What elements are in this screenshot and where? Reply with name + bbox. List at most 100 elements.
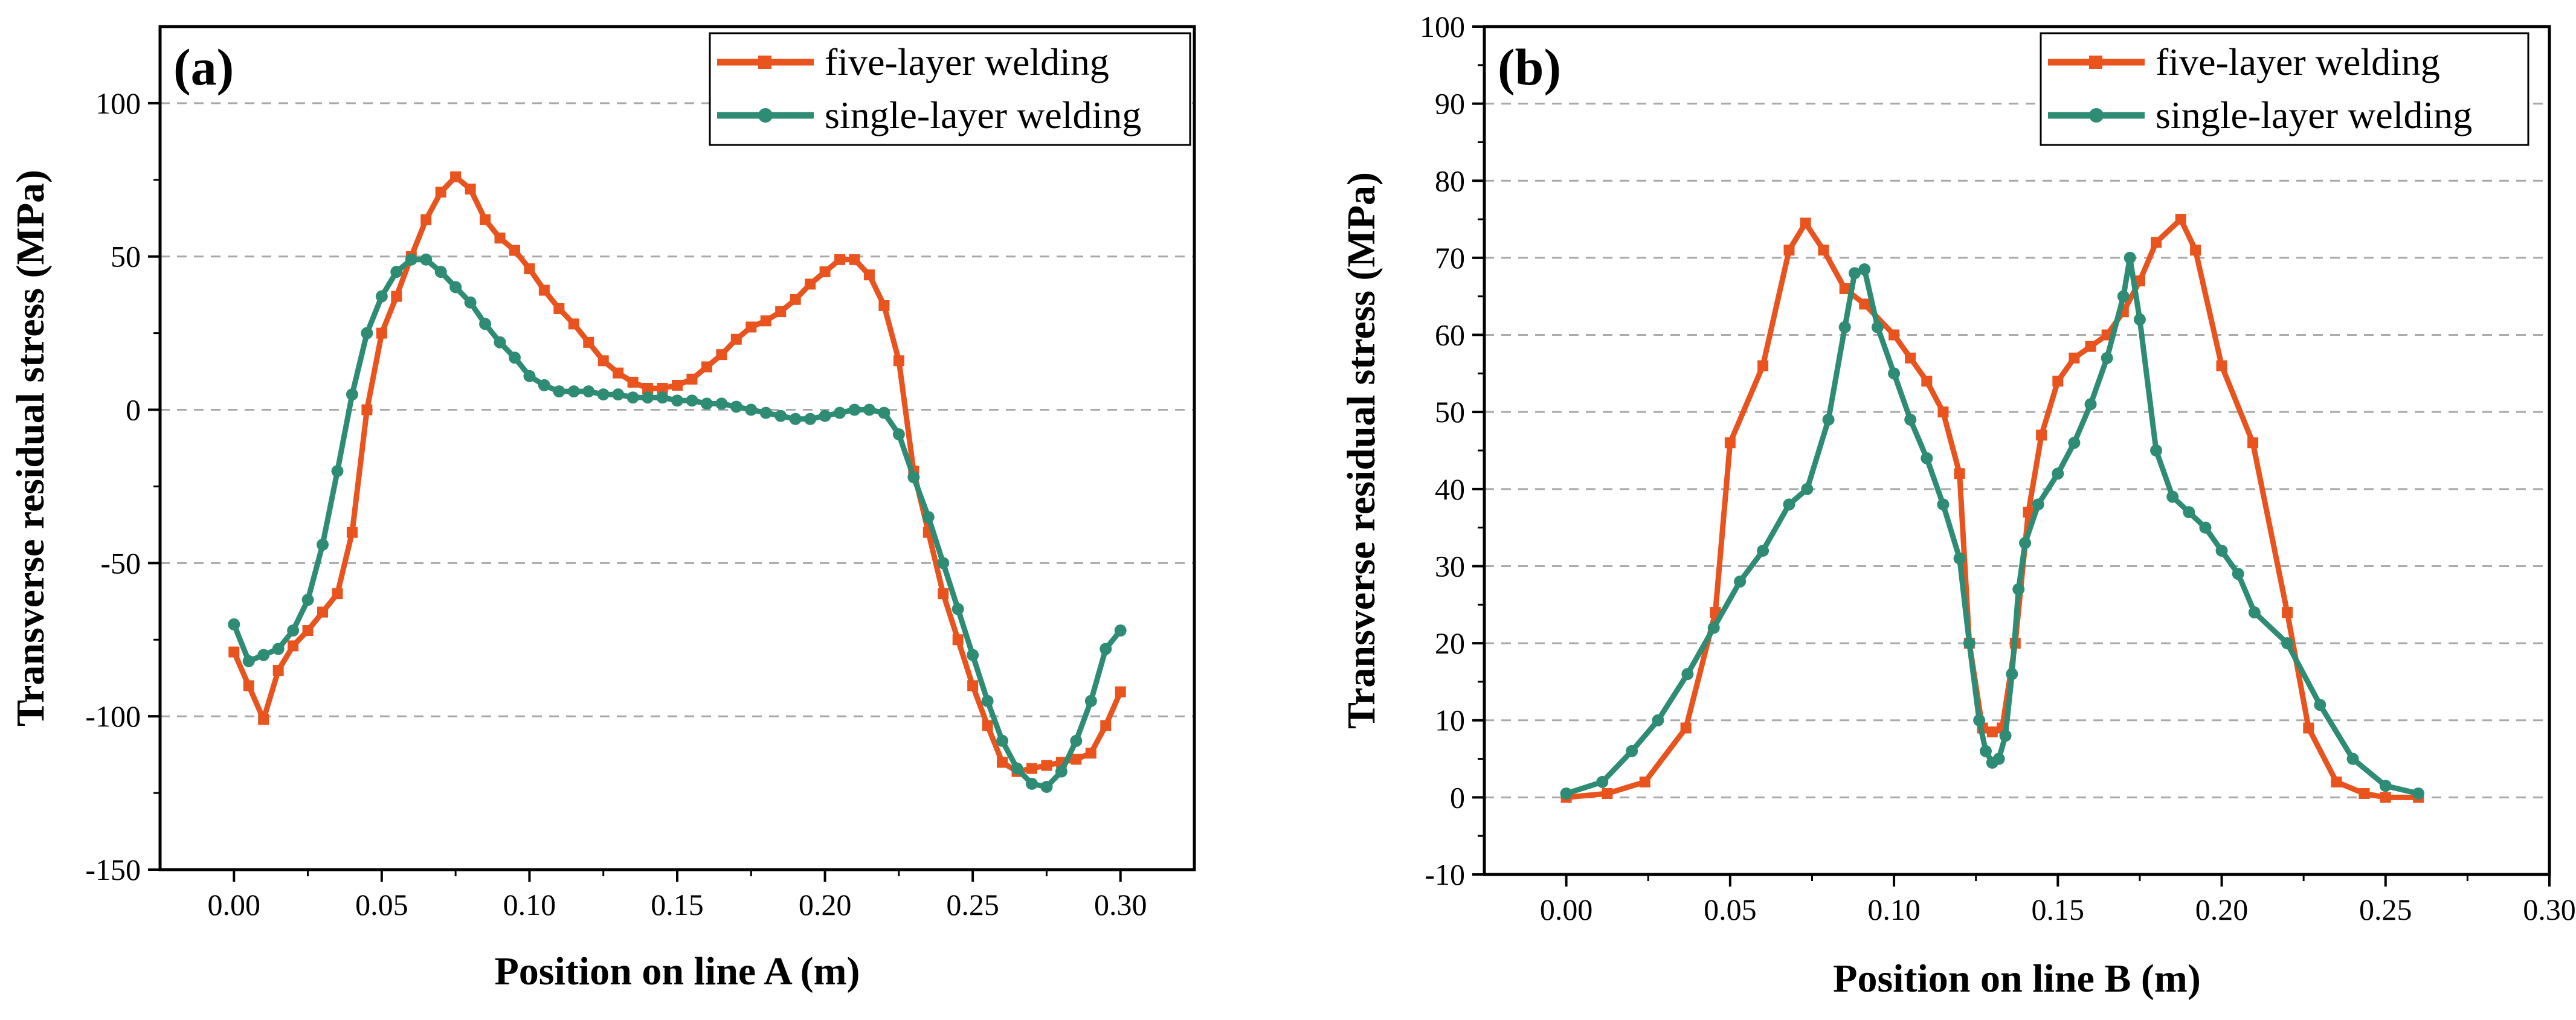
data-point-five-layer — [2069, 352, 2080, 364]
data-point-single-layer — [952, 603, 964, 615]
data-point-single-layer — [375, 290, 388, 303]
data-point-single-layer — [434, 266, 447, 278]
data-point-single-layer — [848, 403, 861, 416]
data-point-single-layer — [1992, 752, 2005, 765]
data-point-five-layer — [272, 665, 284, 676]
data-point-five-layer — [613, 367, 624, 379]
data-point-single-layer — [1858, 263, 1871, 276]
x-tick-label: 0.20 — [2195, 893, 2249, 926]
data-point-five-layer — [568, 318, 579, 330]
data-point-single-layer — [390, 266, 403, 278]
data-point-five-layer — [775, 306, 787, 318]
data-point-single-layer — [878, 406, 890, 419]
data-point-single-layer — [2052, 467, 2064, 480]
x-tick-label: 0.25 — [946, 888, 999, 922]
data-point-five-layer — [2175, 214, 2186, 225]
data-point-five-layer — [494, 233, 506, 244]
data-point-five-layer — [863, 269, 875, 281]
data-point-five-layer — [361, 404, 373, 415]
data-point-single-layer — [257, 649, 270, 661]
y-axis-title: Transverse residual stress (MPa) — [1339, 172, 1383, 729]
data-point-single-layer — [759, 406, 772, 419]
data-point-single-layer — [1114, 624, 1127, 637]
chart-panel-b: -10 0 10 20 30 40 50 60 70 80 90 100 0.00 0.05 0.10 0.1… — [1339, 10, 2576, 1001]
data-point-single-layer — [1904, 413, 1917, 426]
data-point-single-layer — [981, 694, 994, 707]
data-point-single-layer — [2068, 437, 2081, 449]
y-tick-label: 100 — [95, 86, 141, 120]
data-point-single-layer — [2166, 490, 2179, 503]
legend-label-single-layer: single-layer welding — [2156, 94, 2472, 136]
data-point-five-layer — [1724, 437, 1736, 449]
data-point-single-layer — [715, 397, 728, 410]
x-tick-label: 0.10 — [1867, 893, 1921, 926]
plot-frame — [1483, 25, 2551, 876]
y-tick-label: 70 — [1435, 241, 1465, 275]
data-point-five-layer — [288, 640, 299, 652]
data-point-five-layer — [2303, 722, 2314, 734]
y-tick-label: 60 — [1435, 318, 1465, 352]
data-point-single-layer — [642, 391, 654, 404]
data-point-single-layer — [2133, 313, 2146, 326]
data-point-single-layer — [1871, 321, 1884, 333]
x-tick-label: 0.30 — [2523, 893, 2576, 926]
data-point-single-layer — [2032, 498, 2044, 511]
data-point-five-layer — [805, 278, 816, 290]
data-point-single-layer — [1070, 734, 1083, 747]
data-point-single-layer — [1626, 745, 1638, 757]
data-point-single-layer — [346, 388, 358, 401]
data-point-single-layer — [479, 318, 492, 330]
data-point-single-layer — [2117, 290, 2130, 303]
data-point-single-layer — [597, 388, 610, 401]
legend-label-single-layer: single-layer welding — [825, 94, 1141, 136]
data-point-five-layer — [760, 315, 771, 327]
data-point-single-layer — [494, 336, 506, 348]
data-point-five-layer — [2216, 360, 2227, 371]
data-point-five-layer — [1115, 686, 1126, 698]
data-point-single-layer — [2150, 444, 2163, 457]
data-point-single-layer — [317, 538, 329, 551]
data-point-five-layer — [2052, 376, 2064, 387]
y-tick-label: 50 — [111, 240, 141, 274]
y-axis-title: Transverse residual stress (MPa) — [8, 170, 53, 727]
data-point-five-layer — [509, 245, 520, 256]
data-point-five-layer — [642, 383, 654, 394]
data-point-five-layer — [1680, 722, 1692, 734]
data-point-single-layer — [1783, 498, 1795, 511]
x-tick-label: 0.10 — [503, 888, 556, 922]
x-tick-label: 0.25 — [2359, 893, 2412, 926]
data-point-single-layer — [2314, 699, 2326, 711]
data-point-single-layer — [582, 385, 595, 398]
data-point-single-layer — [331, 465, 344, 478]
legend-label-five-layer: five-layer welding — [825, 40, 1109, 83]
data-point-single-layer — [1652, 714, 1664, 727]
data-point-five-layer — [834, 254, 846, 265]
panel-label: (b) — [1498, 38, 1561, 96]
data-point-five-layer — [1800, 217, 1811, 229]
data-point-single-layer — [996, 734, 1009, 747]
y-tick-label: 50 — [1435, 395, 1465, 429]
data-point-five-layer — [538, 284, 550, 296]
plot-frame — [158, 25, 1196, 871]
data-point-single-layer — [1838, 321, 1851, 333]
data-point-single-layer — [671, 394, 683, 407]
legend-box — [709, 32, 1191, 146]
y-tick-label: 80 — [1435, 164, 1465, 197]
data-point-single-layer — [361, 327, 373, 339]
data-point-five-layer — [243, 680, 254, 691]
y-tick-label: 20 — [1435, 626, 1465, 660]
data-point-single-layer — [1596, 775, 1609, 788]
data-point-five-layer — [819, 266, 831, 278]
data-point-single-layer — [804, 412, 817, 425]
legend-marker-five-layer — [758, 56, 771, 69]
data-point-five-layer — [302, 625, 314, 637]
legend-box — [2040, 32, 2529, 146]
data-point-single-layer — [301, 594, 314, 606]
data-point-single-layer — [819, 409, 831, 422]
data-point-five-layer — [627, 376, 639, 388]
data-point-five-layer — [553, 303, 565, 315]
data-point-single-layer — [2379, 780, 2392, 792]
data-point-five-layer — [420, 214, 432, 225]
y-tick-label: 100 — [1420, 10, 1465, 43]
